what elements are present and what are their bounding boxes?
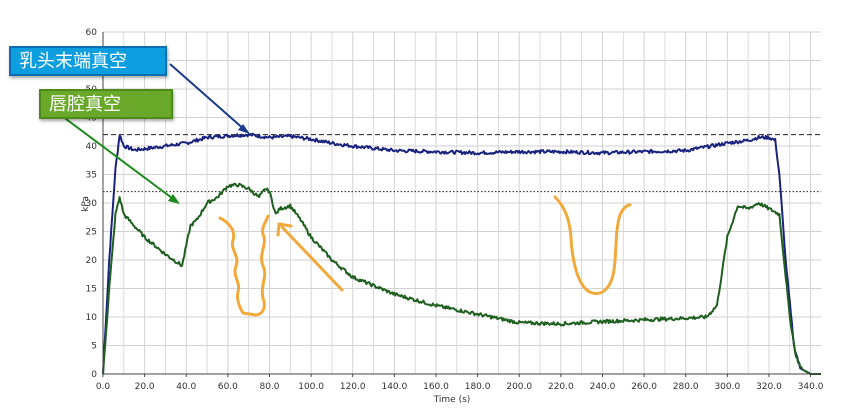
y-tick-label: 60 bbox=[86, 28, 98, 38]
series-lines bbox=[102, 132, 821, 375]
u-annotation-right bbox=[553, 195, 632, 295]
y-tick-label: 10 bbox=[86, 313, 98, 323]
callout-mouthpiece-chamber-vacuum: 唇腔真空 bbox=[39, 89, 173, 119]
y-tick-label: 25 bbox=[86, 228, 97, 238]
x-tick-label: 40.0 bbox=[176, 382, 196, 392]
hand-annotations bbox=[218, 195, 632, 317]
squiggle-annotation-left bbox=[218, 214, 270, 317]
arrow-annotation-orange bbox=[280, 225, 344, 292]
y-tick-label: 5 bbox=[91, 342, 97, 352]
x-tick-label: 200.0 bbox=[506, 382, 532, 392]
x-tick-label: 60.0 bbox=[218, 382, 238, 392]
y-tick-label: 40 bbox=[86, 142, 98, 152]
x-tick-label: 340.0 bbox=[798, 382, 824, 392]
arrow-teat-end bbox=[169, 63, 247, 132]
arrow-annotation-orange-head bbox=[276, 222, 293, 237]
x-tick-label: 320.0 bbox=[756, 382, 782, 392]
x-tick-label: 260.0 bbox=[631, 382, 657, 392]
x-tick-label: 80.0 bbox=[259, 382, 279, 392]
y-axis-title: kPa bbox=[81, 196, 91, 212]
x-tick-label: 100.0 bbox=[298, 382, 324, 392]
x-tick-labels: 0.0 20.0 40.0 60.0 80.0 100.0 120.0 140.0 160.0 1… bbox=[96, 374, 824, 392]
x-tick-label: 120.0 bbox=[340, 382, 366, 392]
arrow-mouthpiece-head bbox=[168, 194, 180, 204]
arrow-mouthpiece bbox=[61, 115, 177, 202]
x-tick-label: 300.0 bbox=[714, 382, 740, 392]
y-tick-label: 35 bbox=[86, 171, 97, 181]
series-line-teat-end-vacuum bbox=[102, 132, 821, 375]
y-tick-label: 20 bbox=[86, 256, 98, 266]
x-tick-label: 240.0 bbox=[590, 382, 616, 392]
y-tick-label: 15 bbox=[86, 285, 97, 295]
y-tick-label: 30 bbox=[86, 199, 98, 209]
arrow-teat-end-head bbox=[238, 124, 250, 134]
series-line-mouthpiece-chamber-vacuum bbox=[102, 182, 821, 375]
x-tick-label: 140.0 bbox=[381, 382, 407, 392]
callout-arrows bbox=[61, 63, 250, 204]
x-tick-label: 220.0 bbox=[548, 382, 574, 392]
x-tick-label: 160.0 bbox=[423, 382, 449, 392]
callout-teat-end-vacuum: 乳头末端真空 bbox=[9, 46, 167, 76]
x-axis-title: Time (s) bbox=[433, 395, 471, 405]
y-tick-label: 0 bbox=[91, 370, 97, 380]
x-tick-label: 280.0 bbox=[673, 382, 699, 392]
x-tick-label: 20.0 bbox=[135, 382, 155, 392]
x-tick-label: 0.0 bbox=[96, 382, 111, 392]
x-tick-label: 180.0 bbox=[465, 382, 491, 392]
